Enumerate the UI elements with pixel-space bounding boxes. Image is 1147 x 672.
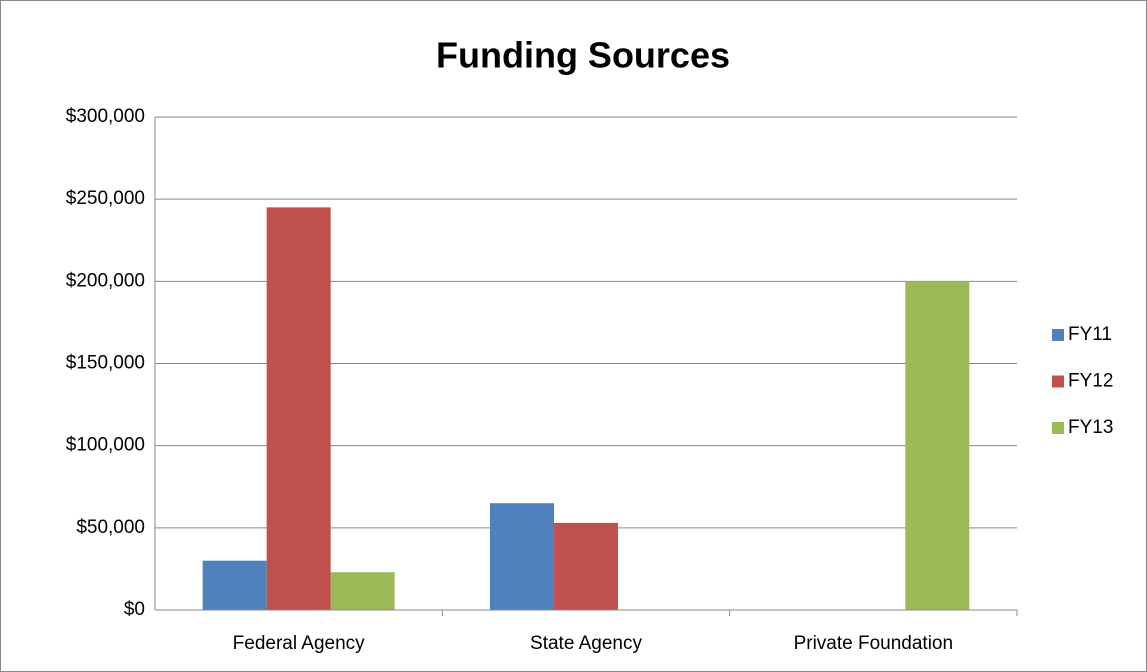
legend-swatch [1052, 422, 1064, 434]
y-tick-label: $0 [124, 599, 145, 620]
y-tick-label: $200,000 [66, 270, 145, 291]
bar [266, 207, 331, 610]
bar [490, 503, 554, 610]
x-tick-label: Federal Agency [233, 633, 366, 654]
y-tick-label: $150,000 [66, 353, 145, 374]
bar [905, 281, 970, 610]
x-tick-label: State Agency [530, 633, 642, 654]
legend-swatch [1052, 329, 1064, 341]
y-tick-label: $250,000 [66, 188, 145, 209]
y-tick-label: $100,000 [66, 435, 145, 456]
bar [202, 560, 267, 610]
legend-label: FY11 [1068, 324, 1112, 345]
x-tick-label: Private Foundation [794, 633, 954, 654]
legend-label: FY13 [1068, 417, 1113, 438]
y-tick-label: $50,000 [76, 517, 145, 538]
legend-label: FY12 [1068, 371, 1113, 392]
bar [554, 522, 618, 610]
chart-title: Funding Sources [436, 35, 730, 76]
legend-swatch [1052, 375, 1064, 388]
y-tick-label: $300,000 [66, 106, 145, 127]
bar [330, 572, 395, 610]
